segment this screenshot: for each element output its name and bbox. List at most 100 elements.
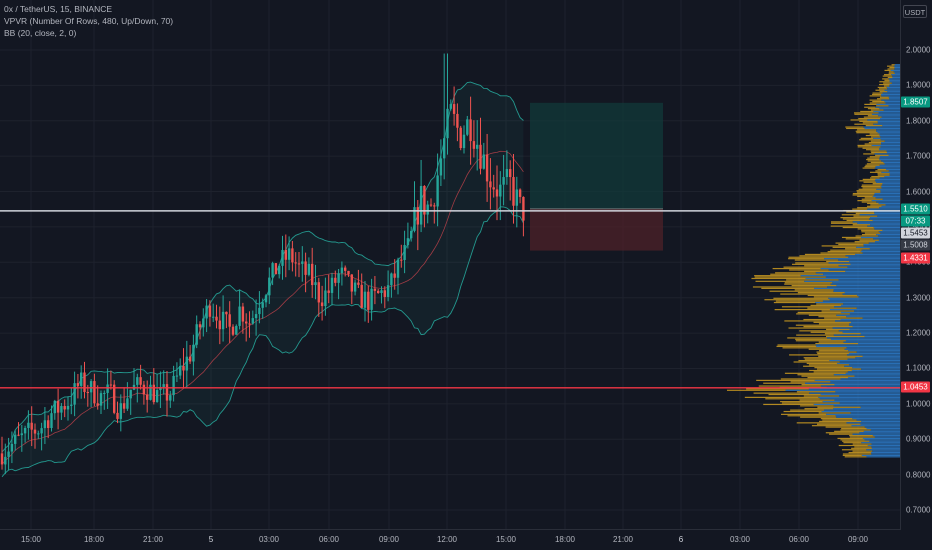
vp-bar-down — [863, 181, 877, 183]
vp-bar-down — [861, 201, 877, 203]
vp-bar-down — [884, 79, 890, 81]
vp-bar-up — [879, 177, 900, 179]
vp-bar-down — [726, 389, 786, 391]
vp-bar-down — [781, 306, 835, 308]
vp-bar-up — [870, 224, 900, 226]
candle-body — [40, 428, 43, 434]
time-tick: 15:00 — [20, 535, 42, 544]
candle-body — [429, 204, 433, 206]
vp-bar-up — [894, 64, 900, 66]
vp-bar-down — [879, 96, 889, 98]
vp-bar-up — [840, 378, 900, 380]
price-tick: 1.7000 — [906, 151, 931, 161]
vp-bar-up — [884, 89, 900, 91]
vp-bar-down — [797, 311, 841, 314]
candle-body — [472, 141, 476, 149]
vp-bar-up — [822, 300, 900, 302]
time-axis[interactable] — [0, 529, 900, 550]
vp-bar-down — [755, 280, 805, 282]
vp-bar-down — [775, 272, 816, 274]
vp-bar-down — [803, 326, 853, 328]
vp-bar-up — [851, 321, 900, 323]
vp-bar-up — [846, 316, 900, 318]
vp-bar-up — [871, 443, 900, 445]
vp-bar-up — [863, 430, 900, 432]
vp-bar-down — [861, 184, 882, 186]
time-tick: 03:00 — [258, 535, 280, 544]
vp-bar-down — [842, 226, 874, 229]
candle-body — [56, 400, 60, 413]
vp-bar-down — [813, 321, 852, 323]
vp-bar-up — [884, 140, 900, 142]
vp-bar-down — [872, 92, 883, 94]
vp-bar-up — [860, 250, 900, 253]
vp-bar-down — [862, 122, 878, 124]
vp-bar-up — [833, 334, 900, 336]
vp-bar-up — [876, 181, 900, 183]
vp-bar-up — [884, 175, 900, 178]
time-tick: 15:00 — [495, 535, 517, 544]
candle-body — [350, 274, 353, 292]
vpvr-indicator-label[interactable]: VPVR (Number Of Rows, 480, Up/Down, 70) — [4, 16, 174, 26]
vp-bar-up — [891, 74, 900, 76]
time-tick: 18:00 — [554, 535, 576, 544]
vp-bar-down — [869, 102, 886, 104]
vp-bar-down — [794, 259, 839, 261]
vp-bar-down — [862, 167, 875, 169]
vp-bar-down — [797, 292, 845, 294]
price-axis[interactable] — [900, 0, 932, 530]
vp-bar-up — [862, 355, 900, 357]
vp-bar-down — [834, 430, 864, 432]
vp-bar-up — [884, 100, 900, 103]
candle-body — [248, 323, 251, 325]
currency-button[interactable]: USDT — [903, 5, 927, 18]
vp-bar-up — [868, 242, 900, 244]
vp-bar-up — [875, 166, 900, 168]
vp-bar-up — [881, 95, 900, 97]
vp-bar-down — [855, 130, 877, 132]
candle-body — [505, 169, 509, 178]
vp-bar-up — [882, 125, 900, 127]
vp-bar-down — [846, 219, 873, 222]
vp-bar-down — [864, 143, 882, 145]
vp-bar-down — [796, 391, 836, 393]
vp-bar-down — [852, 194, 874, 196]
price-tick: 1.3000 — [906, 293, 931, 303]
vp-bar-down — [884, 74, 892, 76]
vp-bar-up — [843, 303, 900, 305]
vp-bar-up — [871, 446, 900, 448]
candle-body — [304, 261, 307, 275]
candle-body — [291, 248, 294, 263]
bb-indicator-label[interactable]: BB (20, close, 2, 0) — [4, 28, 77, 38]
candle-body — [103, 392, 106, 394]
vp-bar-down — [780, 378, 841, 380]
vp-bar-up — [852, 367, 900, 369]
vp-bar-up — [859, 214, 900, 216]
vp-bar-down — [856, 190, 881, 192]
vp-bar-up — [860, 406, 900, 408]
candle-body — [436, 175, 439, 207]
candle-body — [212, 316, 215, 318]
vp-bar-down — [800, 416, 837, 418]
vp-bar-up — [878, 239, 900, 241]
vp-bar-up — [878, 202, 900, 205]
candle-body — [83, 372, 86, 392]
vp-bar-down — [813, 296, 859, 298]
vp-bar-down — [858, 117, 881, 120]
candle-body — [43, 420, 47, 429]
vp-bar-down — [861, 234, 877, 236]
price-chart[interactable] — [0, 0, 900, 529]
symbol-title[interactable]: 0x / TetherUS, 15, BINANCE — [4, 4, 113, 14]
vp-bar-down — [856, 132, 878, 134]
vp-bar-down — [884, 69, 891, 72]
vp-bar-down — [872, 93, 882, 96]
vp-bar-down — [842, 440, 870, 442]
vp-bar-down — [816, 423, 861, 425]
long-position-tool[interactable] — [530, 102, 663, 251]
vp-bar-down — [842, 218, 870, 220]
vp-bar-up — [840, 311, 900, 314]
vp-bar-up — [894, 72, 900, 74]
vp-bar-down — [842, 454, 862, 457]
vp-bar-up — [834, 384, 900, 386]
vp-bar-up — [824, 258, 900, 260]
